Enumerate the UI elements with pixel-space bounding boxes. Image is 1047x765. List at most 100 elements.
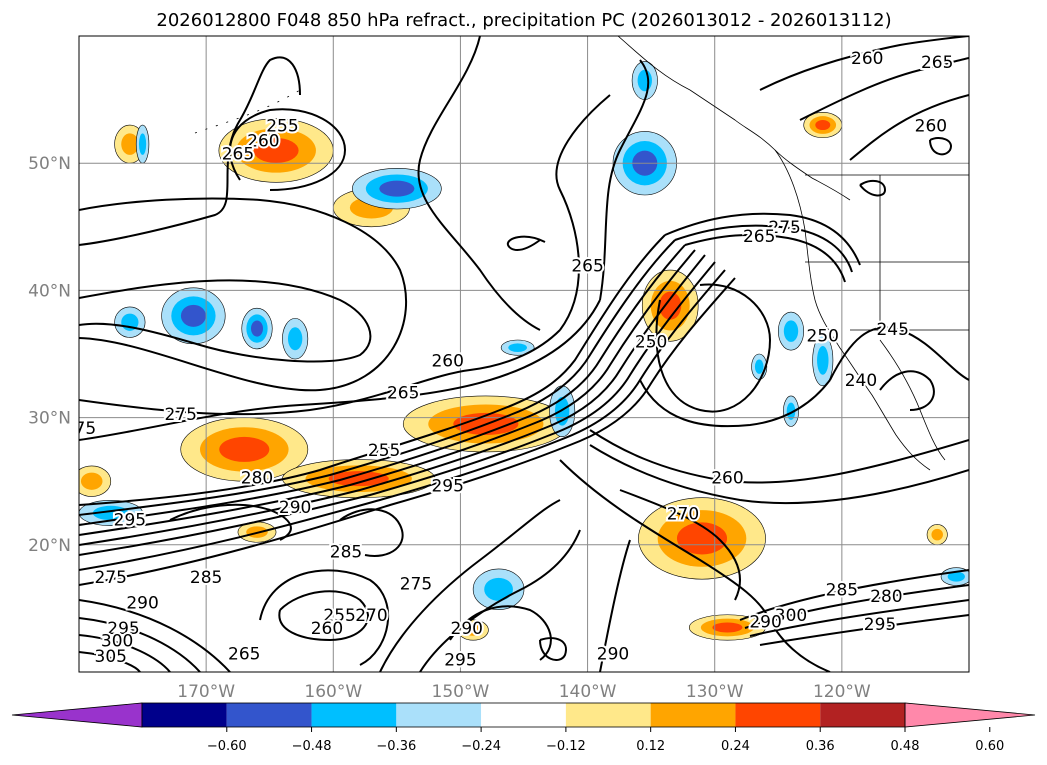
colorbar-segment <box>820 703 905 727</box>
contour-line <box>278 590 370 642</box>
precip-level <box>815 120 831 131</box>
contour-line <box>879 370 935 411</box>
contour-label: 260 <box>711 469 743 489</box>
contour-line <box>589 429 969 484</box>
contour-line <box>79 299 601 441</box>
contour-line <box>559 459 831 672</box>
contour-line <box>759 36 969 91</box>
contour-line <box>555 94 611 331</box>
contour-line <box>79 197 408 392</box>
precip-level <box>659 291 682 320</box>
contour-label: 280 <box>870 587 902 607</box>
axis-ticks: 170°W 160°W 150°W 140°W 130°W 120°W 20°N 30°N 40… <box>28 154 871 702</box>
contour-label: 250 <box>807 326 839 346</box>
contour-line <box>417 36 541 331</box>
contour-label: 265 <box>571 256 603 276</box>
colorbar-tick-label: −0.24 <box>461 739 501 754</box>
precip-level <box>637 69 652 92</box>
refractivity-contours <box>79 36 969 672</box>
contour-line <box>664 212 861 266</box>
contour-line <box>79 244 686 526</box>
lon-tick-label: 170°W <box>177 682 235 702</box>
contour-label: 250 <box>635 333 667 353</box>
colorbar-segment <box>226 703 312 727</box>
precip-cell <box>282 459 436 499</box>
contour-label: 260 <box>915 116 947 136</box>
precip-cell <box>135 124 150 164</box>
contour-line <box>859 179 887 197</box>
lat-tick-label: 50°N <box>28 154 71 174</box>
precip-level <box>947 571 965 582</box>
contour-line <box>749 599 969 637</box>
contour-label: 265 <box>222 144 254 164</box>
precip-cell <box>803 112 843 139</box>
contour-line <box>79 651 141 672</box>
contour-line <box>79 277 736 586</box>
contour-label: 275 <box>95 568 127 588</box>
contour-label: 300 <box>101 632 133 652</box>
precip-level <box>783 320 799 342</box>
colorbar-tick-label: −0.36 <box>376 739 416 754</box>
contour-line <box>79 599 231 672</box>
precip-level <box>931 528 943 541</box>
colorbar-tick-label: 0.48 <box>891 739 920 754</box>
colorbar-frame <box>141 702 906 728</box>
contour-line <box>79 617 201 672</box>
contour-label: 295 <box>107 619 139 639</box>
contour-line <box>655 283 772 413</box>
contour-line <box>929 137 952 156</box>
precip-cell <box>282 318 309 360</box>
precip-level <box>508 343 527 352</box>
contour-line <box>684 233 846 283</box>
lat-tick-label: 20°N <box>28 536 71 556</box>
precip-level <box>379 180 415 197</box>
precip-level <box>138 133 147 155</box>
contour-line <box>229 108 347 191</box>
contour-label: 290 <box>749 612 781 632</box>
colorbar-segment <box>735 703 821 727</box>
precip-cell <box>500 339 535 356</box>
contour-label: 270 <box>355 606 387 626</box>
contour-label: 305 <box>95 647 127 667</box>
precip-level <box>464 624 482 636</box>
contour-line <box>79 634 171 672</box>
contour-label: 265 <box>228 644 260 664</box>
lon-tick-label: 130°W <box>686 682 744 702</box>
contour-label: 270 <box>667 504 699 524</box>
contour-label: 295 <box>444 651 476 671</box>
contour-label: 245 <box>876 320 908 340</box>
contour-label: 290 <box>597 644 629 664</box>
precip-cell <box>777 311 805 351</box>
lon-tick-label: 150°W <box>432 682 490 702</box>
pacific-northwest-coastline <box>774 149 931 471</box>
contour-line <box>79 269 726 571</box>
contour-label: 295 <box>431 476 463 496</box>
contour-label: 255 <box>323 606 355 626</box>
precip-level <box>484 577 513 601</box>
precip-cell <box>114 306 146 338</box>
precip-cell <box>180 417 309 482</box>
contour-line <box>79 239 676 516</box>
colorbar-segment <box>311 703 397 727</box>
colorbar: −0.60 −0.48 −0.36 −0.24 −0.12 0.12 0.24 0.36 0.4… <box>11 702 1036 754</box>
contour-label: 240 <box>845 371 877 391</box>
colorbar-tick-label: −0.60 <box>207 739 247 754</box>
precip-cell <box>638 497 766 580</box>
colorbar-tick-label: 0.24 <box>721 739 750 754</box>
precip-level <box>712 622 743 633</box>
precip-cell <box>79 499 143 527</box>
contour-label: 75 <box>75 419 97 439</box>
colorbar-tick-label: 0.36 <box>806 739 835 754</box>
colorbar-segment <box>565 703 651 727</box>
contour-label: 260 <box>247 132 279 152</box>
precip-level <box>754 359 764 374</box>
precip-cell <box>783 395 799 427</box>
contour-label: 275 <box>164 405 196 425</box>
contour-line <box>599 59 650 301</box>
contour-label: 265 <box>743 227 775 247</box>
alaska-coastline <box>617 36 851 201</box>
contour-line <box>79 249 696 536</box>
contour-line <box>589 444 969 505</box>
coastlines <box>194 36 969 471</box>
